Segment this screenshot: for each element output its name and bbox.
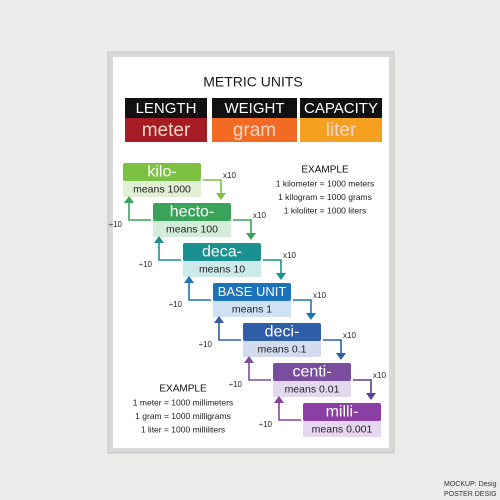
meaning-box xyxy=(183,261,261,277)
example-heading: EXAMPLE xyxy=(301,165,349,176)
meaning: means 0.001 xyxy=(312,423,373,435)
prefix-box xyxy=(243,323,321,341)
meaning: means 0.01 xyxy=(285,383,340,395)
prefix: BASE UNIT xyxy=(218,284,287,299)
unit: liter xyxy=(326,120,357,141)
multiply-label: x10 xyxy=(223,171,236,180)
arrow-head xyxy=(124,196,134,203)
prefix: centi- xyxy=(292,364,331,381)
unit-box xyxy=(300,118,382,142)
meaning-box xyxy=(213,301,291,317)
multiply-label: x10 xyxy=(373,371,386,380)
example-line: 1 kilometer = 1000 meters xyxy=(276,178,375,188)
example-line: 1 kiloliter = 1000 liters xyxy=(284,205,366,215)
arrow-head xyxy=(154,236,164,243)
prefix: kilo- xyxy=(147,164,176,181)
divide-arrow xyxy=(218,321,241,341)
multiply-arrow xyxy=(263,259,282,275)
prefix: deca- xyxy=(202,244,242,261)
meaning: means 0.1 xyxy=(257,343,306,355)
meaning: means 1 xyxy=(232,303,272,315)
divide-arrow xyxy=(248,361,271,381)
multiply-arrow xyxy=(203,179,222,195)
unit-name-box xyxy=(300,98,382,118)
divide-label: ÷10 xyxy=(199,340,213,349)
prefix-box xyxy=(303,403,381,421)
arrow-head xyxy=(306,313,316,320)
arrow-head xyxy=(336,353,346,360)
prefix: deci- xyxy=(265,324,300,341)
unit: meter xyxy=(142,120,191,141)
arrow-head xyxy=(214,316,224,323)
unit-name: CAPACITY xyxy=(304,100,378,117)
multiply-arrow xyxy=(293,299,312,315)
meaning-box xyxy=(243,341,321,357)
arrow-head xyxy=(216,193,226,200)
arrow-head xyxy=(246,233,256,240)
prefix-box xyxy=(123,163,201,181)
meaning-box xyxy=(123,181,201,197)
divide-label: ÷10 xyxy=(109,220,123,229)
prefix-box xyxy=(183,243,261,261)
arrow-head xyxy=(244,356,254,363)
divide-arrow xyxy=(158,241,181,261)
example-heading: EXAMPLE xyxy=(159,384,207,395)
title: METRIC UNITS xyxy=(203,74,303,90)
meaning: means 100 xyxy=(166,223,218,235)
multiply-arrow xyxy=(353,379,372,395)
divide-label: ÷10 xyxy=(169,300,183,309)
arrow-head xyxy=(366,393,376,400)
meaning: means 10 xyxy=(199,263,245,275)
arrow-head xyxy=(184,276,194,283)
example-line: 1 gram = 1000 milligrams xyxy=(135,411,231,421)
example-line: 1 kilogram = 1000 grams xyxy=(278,192,372,202)
example-line: 1 liter = 1000 milliliters xyxy=(141,424,225,434)
meaning: means 1000 xyxy=(133,183,191,195)
prefix-box xyxy=(213,283,291,301)
divide-arrow xyxy=(278,401,301,421)
prefix-box xyxy=(153,203,231,221)
arrow-head xyxy=(274,396,284,403)
meaning-box xyxy=(303,421,381,437)
unit-name-box xyxy=(125,98,207,118)
divide-label: ÷10 xyxy=(139,260,153,269)
divide-label: ÷10 xyxy=(259,420,273,429)
unit-name: LENGTH xyxy=(136,100,197,117)
watermark: MOCKUP: Desig xyxy=(444,481,497,488)
meaning-box xyxy=(273,381,351,397)
multiply-arrow xyxy=(233,219,252,235)
unit-box xyxy=(125,118,207,142)
prefix: hecto- xyxy=(170,204,214,221)
unit-name: WEIGHT xyxy=(225,100,285,117)
example-line: 1 meter = 1000 millimeters xyxy=(133,397,233,407)
divide-label: ÷10 xyxy=(229,380,243,389)
multiply-label: x10 xyxy=(283,251,296,260)
watermark: POSTER DESIG xyxy=(444,491,497,498)
multiply-label: x10 xyxy=(313,291,326,300)
multiply-arrow xyxy=(323,339,342,355)
divide-arrow xyxy=(188,281,211,301)
unit-box xyxy=(212,118,297,142)
prefix: milli- xyxy=(326,404,359,421)
arrow-head xyxy=(276,273,286,280)
unit: gram xyxy=(233,120,276,141)
multiply-label: x10 xyxy=(253,211,266,220)
meaning-box xyxy=(153,221,231,237)
multiply-label: x10 xyxy=(343,331,356,340)
divide-arrow xyxy=(128,201,151,221)
prefix-box xyxy=(273,363,351,381)
unit-name-box xyxy=(212,98,297,118)
